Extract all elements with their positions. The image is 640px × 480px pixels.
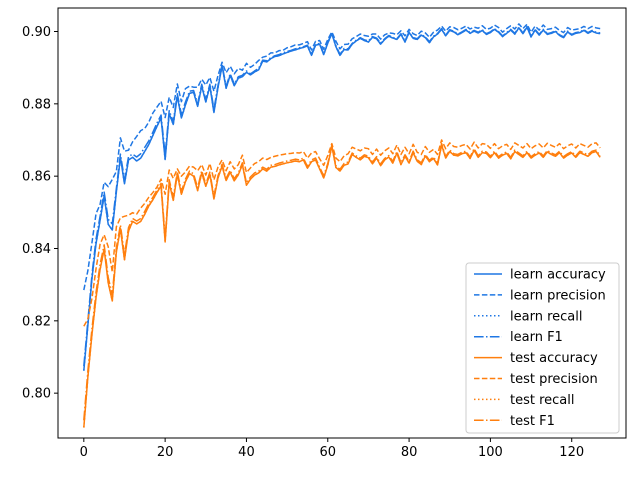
y-tick-label: 0.88 xyxy=(22,97,51,112)
x-tick-label: 80 xyxy=(401,445,418,460)
legend-box xyxy=(465,262,620,434)
x-axis: 0 20 40 60 80 100 120 xyxy=(80,438,584,460)
series-line-learn-precision xyxy=(83,23,601,291)
y-tick-label: 0.84 xyxy=(22,242,51,257)
x-tick-label: 100 xyxy=(478,445,503,460)
series-line-test-f1 xyxy=(83,142,601,421)
y-axis: 0.80 0.82 0.84 0.86 0.88 0.90 xyxy=(22,25,58,402)
x-tick-label: 40 xyxy=(238,445,255,460)
series-line-learn-f1 xyxy=(83,25,601,367)
y-tick-label: 0.86 xyxy=(22,170,51,185)
x-tick-label: 0 xyxy=(80,445,88,460)
legend-label-learn-f1: learn F1 xyxy=(510,330,563,345)
series-line-test-precision xyxy=(83,139,601,327)
y-tick-label: 0.82 xyxy=(22,314,51,329)
plot-frame xyxy=(57,7,627,439)
y-tick-label: 0.90 xyxy=(22,25,51,40)
y-tick-label: 0.80 xyxy=(22,387,51,402)
legend-label-test-recall: test recall xyxy=(510,393,575,408)
x-tick-label: 20 xyxy=(157,445,174,460)
legend-label-test-accuracy: test accuracy xyxy=(510,351,598,366)
x-tick-label: 60 xyxy=(319,445,336,460)
legend-label-learn-recall: learn recall xyxy=(510,309,582,324)
legend-label-test-f1: test F1 xyxy=(510,414,555,429)
legend-label-learn-precision: learn precision xyxy=(510,288,606,303)
x-tick-label: 120 xyxy=(559,445,584,460)
legend-label-learn-accuracy: learn accuracy xyxy=(510,268,606,283)
legend: learn accuracy learn precision learn recal… xyxy=(465,262,620,434)
legend-label-test-precision: test precision xyxy=(510,372,598,387)
series-layer xyxy=(83,23,601,428)
